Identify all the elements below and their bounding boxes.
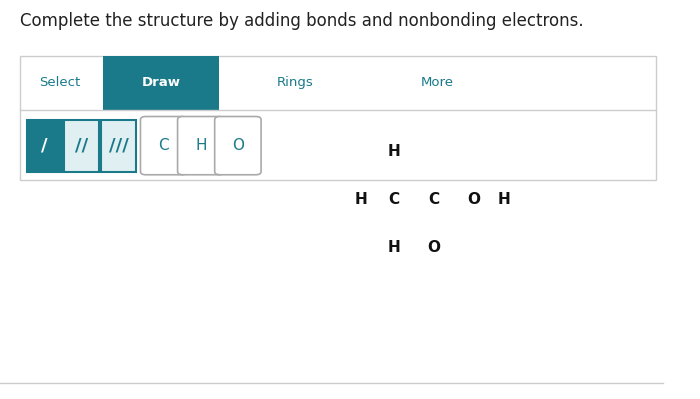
Text: O: O (232, 138, 244, 153)
Text: ///: /// (108, 136, 129, 155)
Text: H: H (388, 240, 400, 255)
Text: H: H (497, 192, 510, 207)
Text: C: C (158, 138, 169, 153)
FancyBboxPatch shape (20, 56, 656, 180)
Text: O: O (468, 192, 480, 207)
Text: C: C (389, 192, 400, 207)
Text: Select: Select (39, 76, 80, 89)
Text: H: H (355, 192, 368, 207)
Text: Rings: Rings (276, 76, 313, 89)
Text: More: More (421, 76, 454, 89)
FancyBboxPatch shape (141, 117, 187, 175)
Text: //: // (75, 136, 88, 155)
Text: H: H (195, 138, 206, 153)
Text: Complete the structure by adding bonds and nonbonding electrons.: Complete the structure by adding bonds a… (20, 12, 584, 30)
FancyBboxPatch shape (215, 117, 261, 175)
FancyBboxPatch shape (64, 120, 99, 172)
Text: O: O (428, 240, 440, 255)
Text: /: / (41, 136, 48, 155)
FancyBboxPatch shape (101, 120, 136, 172)
FancyBboxPatch shape (178, 117, 224, 175)
Text: C: C (428, 192, 440, 207)
Text: H: H (388, 144, 400, 159)
FancyBboxPatch shape (27, 120, 62, 172)
Text: Draw: Draw (141, 76, 181, 89)
FancyBboxPatch shape (103, 56, 218, 110)
